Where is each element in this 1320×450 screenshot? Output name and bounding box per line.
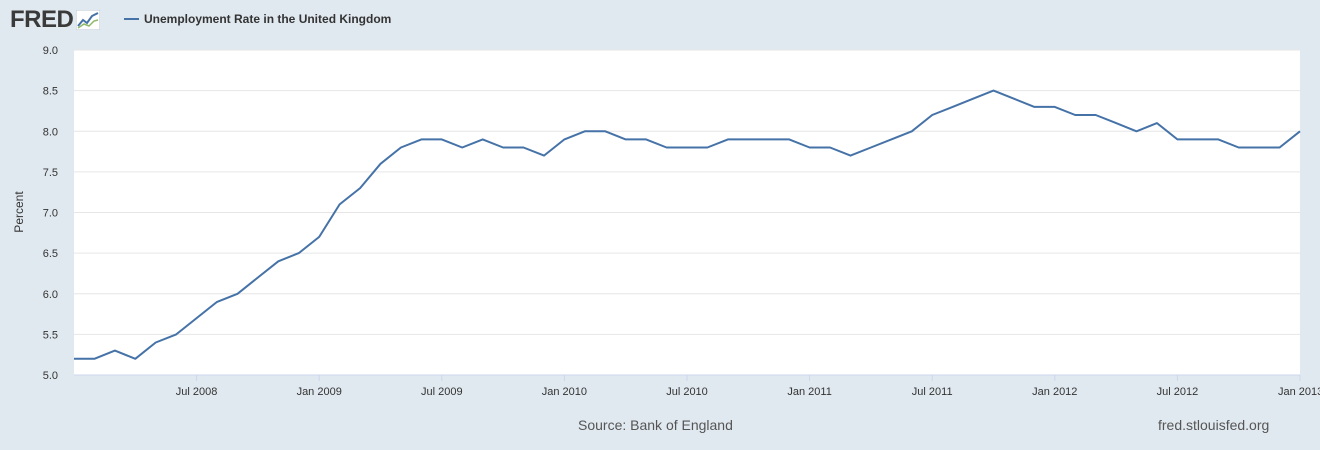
x-tick-label: Jan 2012 (1032, 386, 1077, 398)
fred-logo[interactable]: FRED (10, 6, 101, 33)
x-tick-label: Jan 2010 (542, 386, 587, 398)
y-tick-label: 6.5 (43, 248, 58, 260)
y-tick-label: 6.0 (43, 289, 58, 301)
y-tick-label: 9.0 (43, 45, 58, 57)
x-tick-label: Jan 2009 (297, 386, 342, 398)
y-tick-label: 7.0 (43, 208, 58, 220)
y-tick-label: 7.5 (43, 167, 58, 179)
x-axis-tick-labels: Jul 2008 Jan 2009 Jul 2009 Jan 2010 Jul 2010… (176, 375, 1320, 398)
y-tick-label: 8.5 (43, 86, 58, 98)
x-tick-label: Jul 2012 (1157, 386, 1199, 398)
fred-wordmark: FRED (10, 6, 74, 33)
x-tick-label: Jan 2013 (1278, 386, 1320, 398)
x-tick-label: Jul 2008 (176, 386, 218, 398)
y-tick-label: 5.5 (43, 329, 58, 341)
site-link[interactable]: fred.stlouisfed.org (1158, 417, 1270, 433)
x-tick-label: Jan 2011 (787, 386, 831, 398)
source-label: Source: Bank of England (578, 417, 733, 433)
y-tick-label: 5.0 (43, 370, 58, 382)
x-tick-label: Jul 2009 (421, 386, 463, 398)
y-tick-label: 8.0 (43, 126, 58, 138)
series-layer (74, 89, 1301, 360)
y-axis-tick-labels: 5.0 5.5 6.0 6.5 7.0 7.5 8.0 8.5 9.0 (43, 45, 58, 382)
y-axis-title: Percent (12, 191, 26, 233)
series-line[interactable] (74, 89, 1301, 360)
legend-label: Unemployment Rate in the United Kingdom (144, 12, 392, 26)
x-tick-label: Jul 2010 (666, 386, 708, 398)
legend-swatch (124, 18, 139, 20)
fred-chart-icon (76, 10, 101, 30)
x-tick-label: Jul 2011 (912, 386, 953, 398)
chart-legend[interactable]: Unemployment Rate in the United Kingdom (124, 12, 391, 26)
